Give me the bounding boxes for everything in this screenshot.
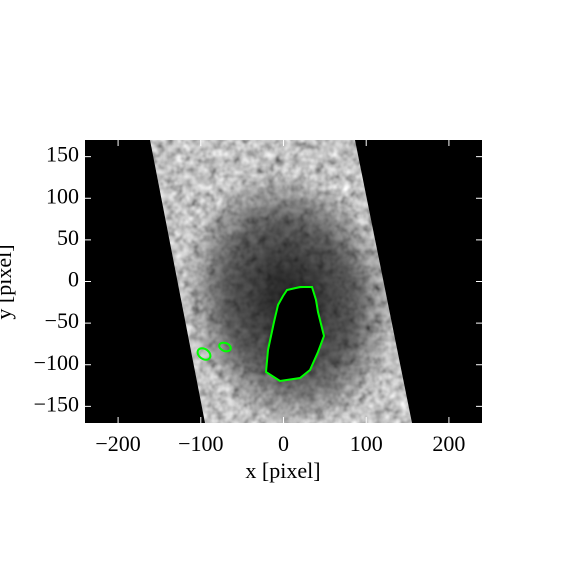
contour	[196, 347, 212, 361]
image	[85, 140, 482, 423]
x-tick-label: 0	[278, 431, 289, 456]
y-tick-label: −100	[34, 350, 79, 375]
contours	[196, 286, 326, 383]
umbra	[266, 287, 324, 381]
contour	[218, 341, 232, 353]
y-axis-label: y [pixel]	[0, 244, 16, 319]
x-axis-label: x [pixel]	[245, 458, 320, 483]
x-tick-label: 200	[432, 431, 465, 456]
x-tick-label: −200	[95, 431, 140, 456]
y-tick-label: −50	[45, 308, 79, 333]
x-tick-label: −100	[178, 431, 223, 456]
y-tick-label: 0	[68, 267, 79, 292]
y-tick-label: 50	[57, 225, 79, 250]
y-tick-label: 150	[46, 142, 79, 167]
contour	[264, 286, 326, 383]
y-tick-label: −150	[34, 391, 79, 416]
x-tick-label: 100	[350, 431, 383, 456]
y-tick-label: 100	[46, 183, 79, 208]
